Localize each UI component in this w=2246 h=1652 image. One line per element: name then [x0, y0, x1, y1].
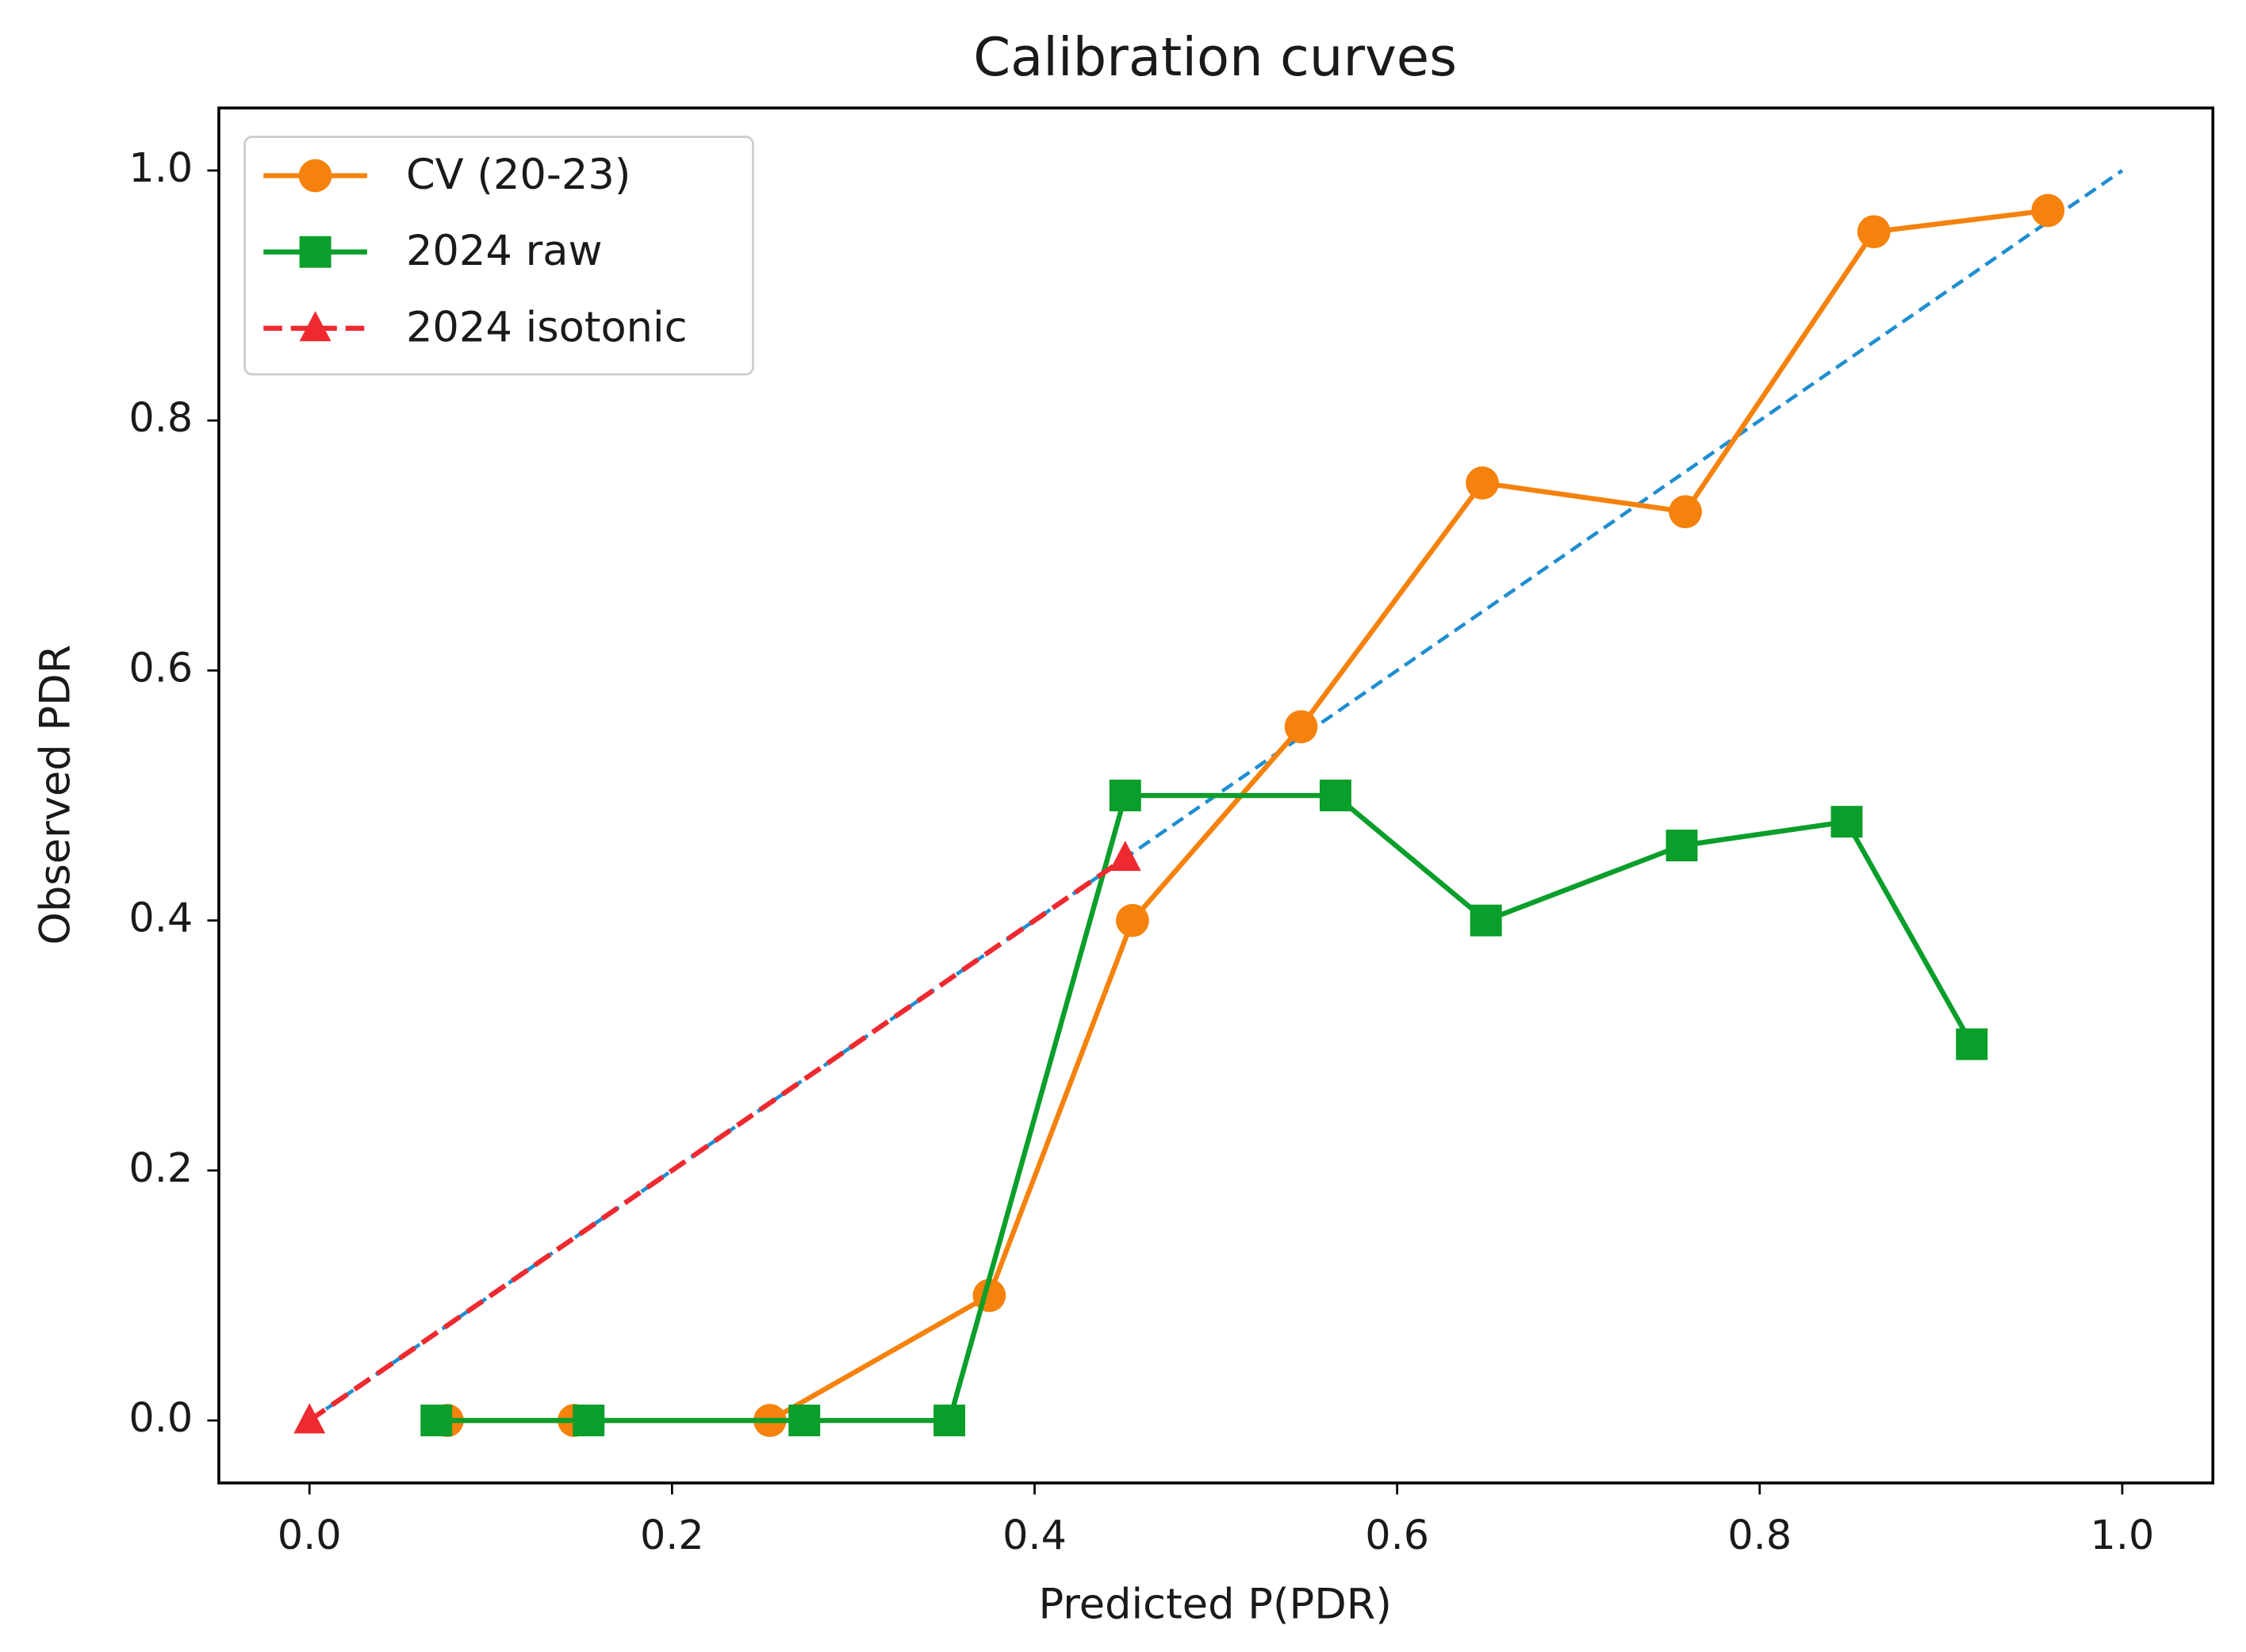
marker: [293, 1403, 326, 1434]
marker: [1109, 780, 1141, 811]
legend-box: [243, 136, 754, 376]
x-tick-label: 0.4: [1002, 1512, 1067, 1558]
series: [431, 194, 2065, 1437]
marker: [573, 1405, 605, 1437]
marker: [1116, 903, 1149, 937]
x-tick-label: 0.2: [640, 1512, 704, 1558]
marker: [1284, 710, 1318, 744]
marker: [1470, 904, 1502, 937]
series-line: [308, 856, 1127, 1423]
x-tick-label: 1.0: [2091, 1512, 2155, 1558]
x-tick-label: 0.6: [1365, 1512, 1429, 1558]
legend-label: CV (20-23): [406, 151, 630, 199]
legend: CV (20-23) 2024 raw 2024 isotonic: [243, 136, 754, 376]
marker: [1857, 215, 1891, 249]
marker: [420, 1405, 453, 1437]
x-axis-label: Predicted P(PDR): [1038, 1581, 1391, 1629]
marker: [933, 1405, 966, 1437]
y-tick-label: 1.0: [128, 144, 193, 191]
series: [293, 841, 1141, 1434]
series-line: [436, 792, 1975, 1424]
marker: [299, 236, 332, 268]
marker: [788, 1405, 821, 1437]
chart-title: Calibration curves: [973, 26, 1457, 88]
legend-label: 2024 raw: [406, 227, 603, 275]
marker: [299, 311, 332, 342]
marker: [298, 159, 332, 193]
plot-frame: [217, 106, 2215, 1485]
marker: [1665, 830, 1698, 862]
y-tick-label: 0.2: [128, 1144, 193, 1191]
marker: [2031, 194, 2065, 228]
marker: [1669, 495, 1702, 529]
marker: [1466, 466, 1499, 500]
marker: [1109, 841, 1141, 872]
y-tick-label: 0.4: [128, 895, 193, 941]
legend-label: 2024 isotonic: [406, 303, 688, 351]
series: [420, 780, 1988, 1437]
x-tick-label: 0.0: [278, 1512, 342, 1558]
series-line: [447, 208, 2049, 1424]
y-tick-label: 0.0: [128, 1394, 193, 1441]
y-tick-label: 0.8: [128, 394, 193, 441]
y-tick-label: 0.6: [128, 644, 193, 691]
marker: [1830, 806, 1863, 838]
y-axis-label: Observed PDR: [31, 645, 79, 945]
x-tick-label: 0.8: [1727, 1512, 1792, 1558]
marker: [1956, 1028, 1988, 1060]
marker: [1319, 780, 1351, 811]
